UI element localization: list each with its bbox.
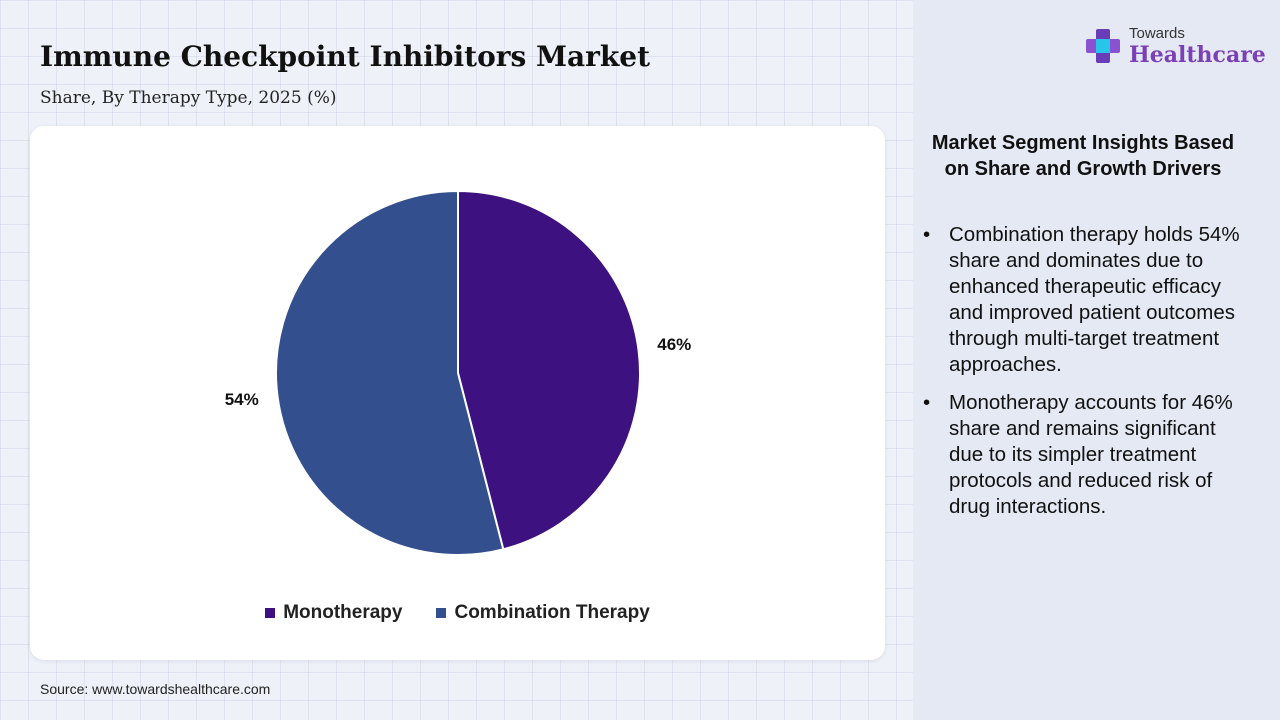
brand-logo: Towards Healthcare (1083, 26, 1266, 66)
bullet-marker: • (923, 223, 931, 246)
legend-item: Monotherapy (265, 602, 402, 624)
legend-item: Combination Therapy (436, 602, 650, 624)
chart-title: Immune Checkpoint Inhibitors Market (40, 40, 651, 73)
legend-label: Combination Therapy (454, 602, 650, 623)
pie-chart: 46% 54% (225, 189, 691, 556)
logo-text-main: Healthcare (1129, 42, 1266, 68)
pie-slice-combination-therapy (275, 189, 505, 556)
insights-list: • Combination therapy holds 54% share an… (923, 222, 1253, 532)
insights-title: Market Segment Insights Based on Share a… (931, 132, 1235, 180)
insight-text: Combination therapy holds 54% share and … (949, 223, 1240, 376)
insight-item: • Monotherapy accounts for 46% share and… (923, 390, 1253, 520)
bullet-marker: • (923, 391, 931, 414)
chart-card: 46% 54% Monotherapy Combination Therapy (30, 126, 885, 660)
chart-legend: Monotherapy Combination Therapy (30, 602, 885, 624)
chart-subtitle: Share, By Therapy Type, 2025 (%) (40, 88, 337, 108)
data-label: 54% (225, 390, 259, 409)
legend-swatch (436, 608, 447, 618)
insights-panel: Towards Healthcare Market Segment Insigh… (913, 0, 1280, 720)
data-label: 46% (657, 335, 691, 354)
source-note: Source: www.towardshealthcare.com (40, 681, 271, 697)
cross-logo-icon (1086, 29, 1120, 63)
insight-text: Monotherapy accounts for 46% share and r… (949, 391, 1233, 518)
legend-label: Monotherapy (283, 602, 403, 623)
logo-text-top: Towards (1129, 25, 1185, 42)
pie-slice-monotherapy (457, 189, 641, 551)
legend-swatch (265, 608, 276, 618)
insight-item: • Combination therapy holds 54% share an… (923, 222, 1253, 378)
